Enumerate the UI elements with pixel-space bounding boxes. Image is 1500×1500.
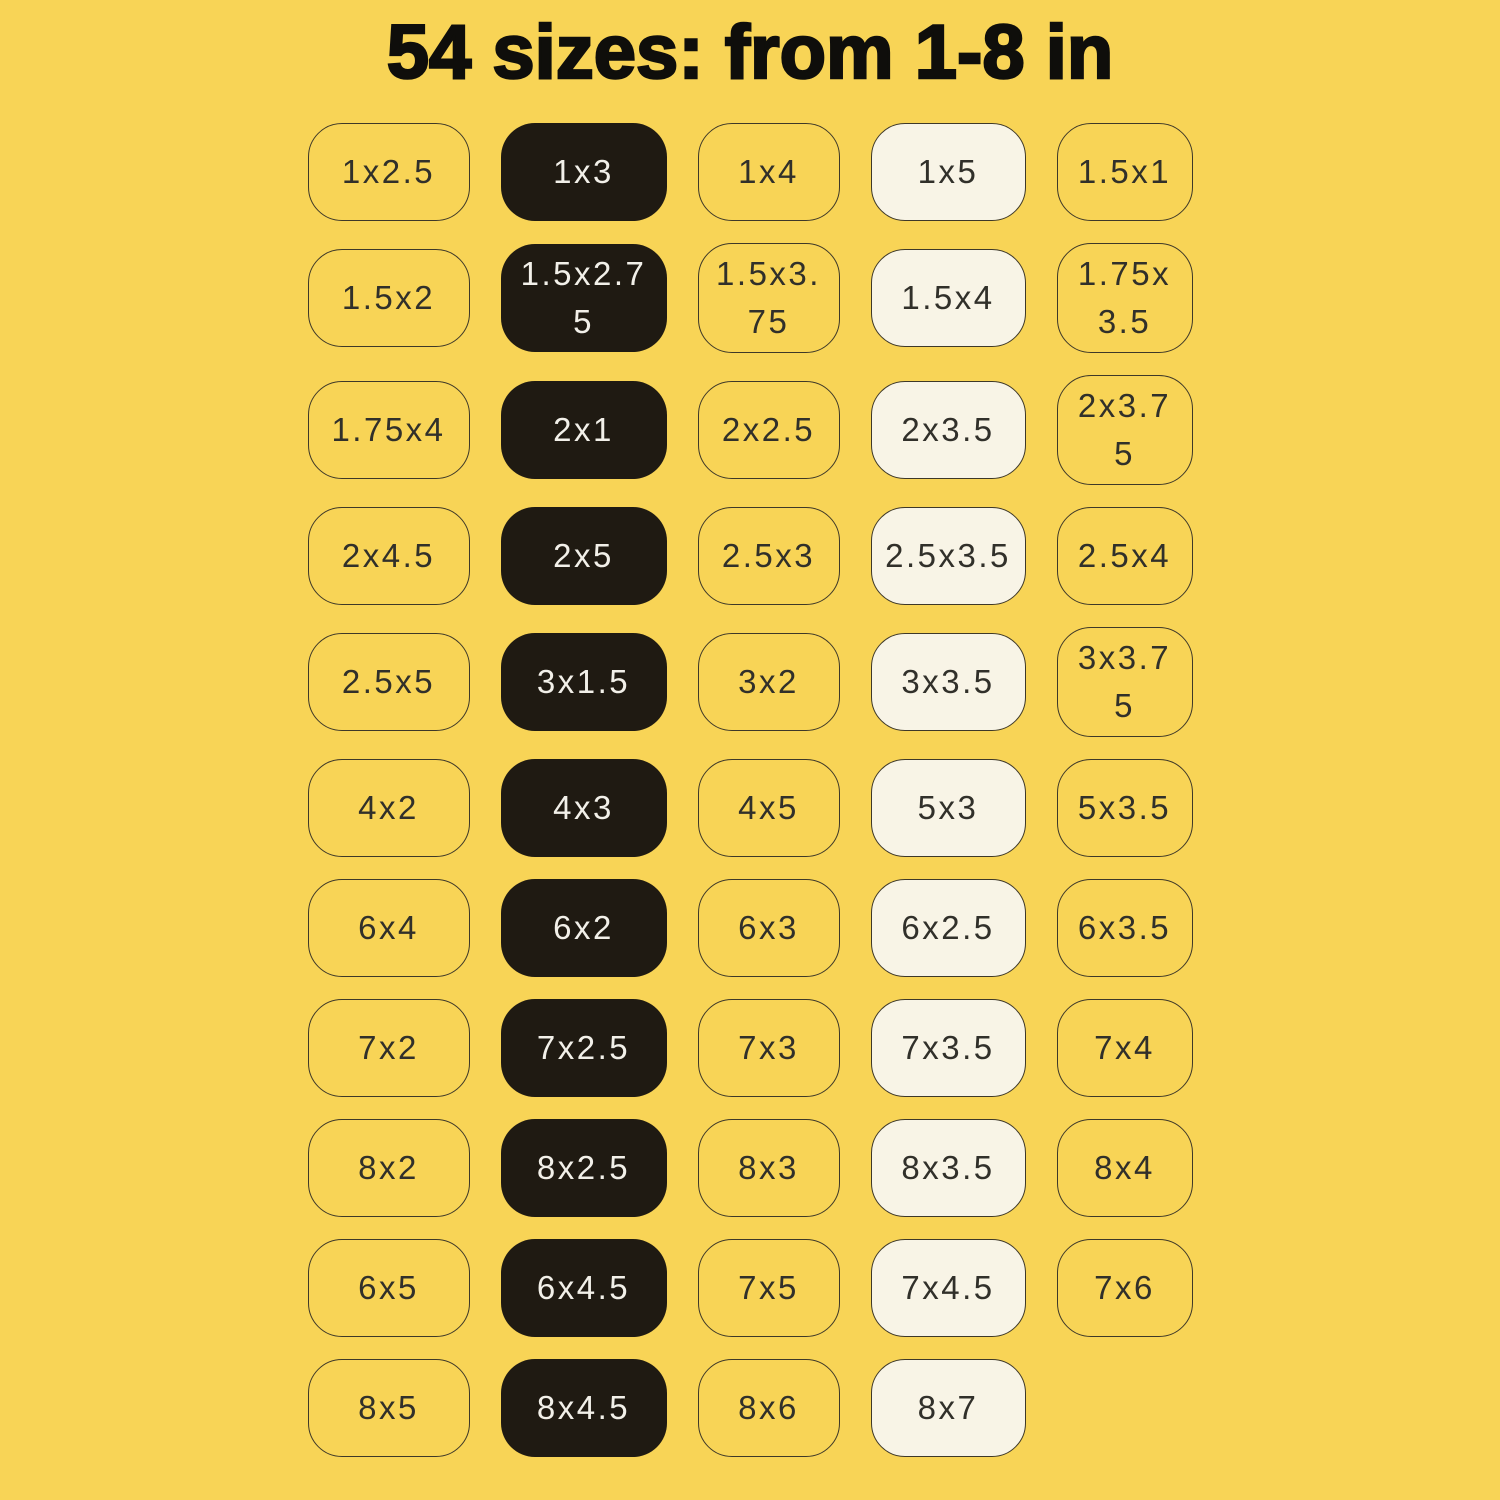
size-pill: 1x5: [870, 123, 1026, 222]
size-pill: 1.75x4: [307, 381, 470, 480]
size-pill: 3x3.5: [870, 633, 1026, 732]
size-pill: 4x2: [307, 759, 470, 858]
size-pill: 6x2: [500, 879, 667, 978]
size-pill: 1x4: [697, 123, 840, 222]
size-pill: 8x5: [307, 1359, 470, 1458]
size-pill: 8x6: [697, 1359, 840, 1458]
size-pill: 6x5: [307, 1239, 470, 1338]
size-grid: 1x2.5 1x3 1x4 1x5 1.5x1 1.5x2 1.5x2.75 1.5x3.75…: [0, 123, 1500, 1458]
size-pill: 8x2: [307, 1119, 470, 1218]
size-pill: 4x5: [697, 759, 840, 858]
size-pill: 1x2.5: [307, 123, 470, 222]
size-pill: 1.5x2: [307, 249, 470, 348]
size-pill: 5x3: [870, 759, 1026, 858]
size-pill: 8x4: [1056, 1119, 1193, 1218]
size-pill: 8x2.5: [500, 1119, 667, 1218]
size-pill: 2x2.5: [697, 381, 840, 480]
size-pill: 1.75x3.5: [1056, 243, 1193, 354]
size-pill: 6x4.5: [500, 1239, 667, 1338]
size-pill: 8x3: [697, 1119, 840, 1218]
size-pill: 7x2.5: [500, 999, 667, 1098]
size-pill: 7x6: [1056, 1239, 1193, 1338]
size-pill: 2x3.75: [1056, 375, 1193, 486]
size-pill: 2x3.5: [870, 381, 1026, 480]
size-pill: 2.5x3: [697, 507, 840, 606]
size-pill: 1x3: [500, 123, 667, 222]
size-pill: 7x4.5: [870, 1239, 1026, 1338]
size-pill: 8x4.5: [500, 1359, 667, 1458]
size-pill: 3x3.75: [1056, 627, 1193, 738]
size-pill: 2x1: [500, 381, 667, 480]
size-pill: 2x5: [500, 507, 667, 606]
size-pill: 1.5x3.75: [697, 243, 840, 354]
size-pill: 7x3.5: [870, 999, 1026, 1098]
size-pill: 8x3.5: [870, 1119, 1026, 1218]
size-pill: 7x5: [697, 1239, 840, 1338]
size-pill: 1.5x1: [1056, 123, 1193, 222]
size-pill: 2x4.5: [307, 507, 470, 606]
size-pill: 2.5x5: [307, 633, 470, 732]
size-pill: 1.5x2.75: [500, 244, 667, 353]
size-pill: 6x3: [697, 879, 840, 978]
size-pill: 7x2: [307, 999, 470, 1098]
size-pill: 6x2.5: [870, 879, 1026, 978]
size-pill: 2.5x4: [1056, 507, 1193, 606]
size-pill: 4x3: [500, 759, 667, 858]
size-pill: 1.5x4: [870, 249, 1026, 348]
size-pill: 7x3: [697, 999, 840, 1098]
page-title: 54 sizes: from 1-8 in: [386, 9, 1115, 97]
size-pill: 2.5x3.5: [870, 507, 1026, 606]
size-pill: 3x2: [697, 633, 840, 732]
size-pill: 6x4: [307, 879, 470, 978]
size-pill: 6x3.5: [1056, 879, 1193, 978]
size-pill: 5x3.5: [1056, 759, 1193, 858]
size-pill: 3x1.5: [500, 633, 667, 732]
size-pill: 8x7: [870, 1359, 1026, 1458]
size-pill: 7x4: [1056, 999, 1193, 1098]
